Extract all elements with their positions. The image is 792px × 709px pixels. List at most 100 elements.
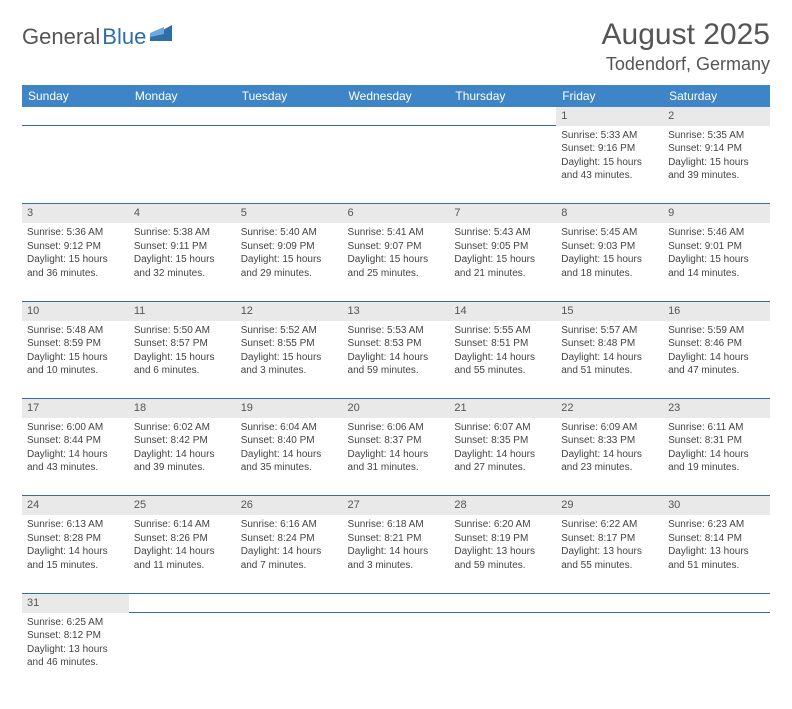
day-cell-line: and 23 minutes. <box>561 461 658 475</box>
day-cell-line: Sunset: 9:09 PM <box>241 240 338 254</box>
day-number-cell: 22 <box>556 399 663 418</box>
day-cell-line: Daylight: 14 hours <box>348 351 445 365</box>
day-cell-line: Sunrise: 6:07 AM <box>454 421 551 435</box>
day-cell-line: Sunrise: 5:33 AM <box>561 129 658 143</box>
day-cell-line: Daylight: 14 hours <box>561 448 658 462</box>
day-cell-line: and 21 minutes. <box>454 267 551 281</box>
day-cell-line: Daylight: 14 hours <box>241 448 338 462</box>
day-header: Sunday <box>22 85 129 107</box>
day-cell-line: Sunrise: 5:36 AM <box>27 226 124 240</box>
month-title: August 2025 <box>602 18 770 52</box>
day-number-cell: 6 <box>343 204 450 223</box>
day-cell-line: and 7 minutes. <box>241 559 338 573</box>
day-cell-line: Sunset: 8:57 PM <box>134 337 231 351</box>
day-cell-line: Daylight: 13 hours <box>668 545 765 559</box>
day-cell-line: Sunset: 9:14 PM <box>668 142 765 156</box>
day-cell-line: Daylight: 13 hours <box>27 643 124 657</box>
location-subtitle: Todendorf, Germany <box>602 54 770 75</box>
day-cell-line: and 32 minutes. <box>134 267 231 281</box>
day-cell: Sunrise: 6:18 AMSunset: 8:21 PMDaylight:… <box>343 515 450 593</box>
day-cell-line: Sunset: 8:42 PM <box>134 434 231 448</box>
day-cell-line: Sunset: 8:37 PM <box>348 434 445 448</box>
day-cell-line: Sunset: 8:12 PM <box>27 629 124 643</box>
day-number-cell: 23 <box>663 399 770 418</box>
day-number-cell: 16 <box>663 301 770 320</box>
day-cell-line: and 55 minutes. <box>561 559 658 573</box>
day-number-cell: 19 <box>236 399 343 418</box>
day-cell-line: Sunrise: 6:23 AM <box>668 518 765 532</box>
day-cell-line: Sunrise: 6:16 AM <box>241 518 338 532</box>
day-number-cell: 24 <box>22 496 129 515</box>
day-number-row: 17181920212223 <box>22 399 770 418</box>
day-cell-line: Sunset: 8:28 PM <box>27 532 124 546</box>
day-header: Tuesday <box>236 85 343 107</box>
day-content-row: Sunrise: 6:13 AMSunset: 8:28 PM Daylight:… <box>22 515 770 593</box>
day-cell-line: Sunset: 8:21 PM <box>348 532 445 546</box>
logo-text-blue: Blue <box>102 24 146 50</box>
day-cell-line: and 36 minutes. <box>27 267 124 281</box>
day-cell: Sunrise: 5:57 AMSunset: 8:48 PMDaylight:… <box>556 321 663 399</box>
day-cell-line: Daylight: 15 hours <box>134 351 231 365</box>
day-cell: Sunrise: 6:07 AMSunset: 8:35 PMDaylight:… <box>449 418 556 496</box>
day-number-cell: 27 <box>343 496 450 515</box>
day-cell-line: and 14 minutes. <box>668 267 765 281</box>
day-cell-line: Sunrise: 5:43 AM <box>454 226 551 240</box>
day-cell-line: Sunrise: 5:35 AM <box>668 129 765 143</box>
day-cell: Sunrise: 5:50 AMSunset: 8:57 PMDaylight:… <box>129 321 236 399</box>
day-number-cell: 14 <box>449 301 556 320</box>
day-number-cell: 7 <box>449 204 556 223</box>
day-cell-line: Daylight: 15 hours <box>348 253 445 267</box>
day-number-cell <box>22 107 129 126</box>
day-cell-line: Sunset: 9:12 PM <box>27 240 124 254</box>
day-number-cell: 12 <box>236 301 343 320</box>
day-cell: Sunrise: 6:02 AMSunset: 8:42 PMDaylight:… <box>129 418 236 496</box>
day-number-row: 3456789 <box>22 204 770 223</box>
day-number-cell: 18 <box>129 399 236 418</box>
day-cell-line: Daylight: 15 hours <box>668 156 765 170</box>
day-number-cell <box>449 593 556 612</box>
day-number-cell: 8 <box>556 204 663 223</box>
day-cell-line: Daylight: 14 hours <box>348 448 445 462</box>
day-number-cell: 2 <box>663 107 770 126</box>
day-cell-line: Sunset: 9:05 PM <box>454 240 551 254</box>
day-cell-line: Sunrise: 6:13 AM <box>27 518 124 532</box>
day-cell <box>236 613 343 691</box>
day-cell-line: Daylight: 14 hours <box>561 351 658 365</box>
day-cell-line: Sunrise: 5:41 AM <box>348 226 445 240</box>
day-cell-line: and 6 minutes. <box>134 364 231 378</box>
logo-flag-icon <box>150 25 172 46</box>
day-cell-line: and 15 minutes. <box>27 559 124 573</box>
day-number-row: 12 <box>22 107 770 126</box>
day-cell-line: and 43 minutes. <box>27 461 124 475</box>
day-cell: Sunrise: 5:48 AMSunset: 8:59 PMDaylight:… <box>22 321 129 399</box>
day-number-cell: 25 <box>129 496 236 515</box>
day-cell <box>449 126 556 204</box>
day-cell-line: Sunset: 8:53 PM <box>348 337 445 351</box>
day-cell: Sunrise: 5:40 AMSunset: 9:09 PMDaylight:… <box>236 223 343 301</box>
day-number-cell: 4 <box>129 204 236 223</box>
day-cell-line: and 43 minutes. <box>561 169 658 183</box>
day-cell-line: Sunset: 8:31 PM <box>668 434 765 448</box>
day-number-cell <box>663 593 770 612</box>
day-content-row: Sunrise: 5:36 AMSunset: 9:12 PM Daylight:… <box>22 223 770 301</box>
day-cell-line: and 59 minutes. <box>348 364 445 378</box>
day-cell-line: and 55 minutes. <box>454 364 551 378</box>
calendar-page: GeneralBlue August 2025 Todendorf, Germa… <box>0 0 792 709</box>
day-cell: Sunrise: 6:09 AMSunset: 8:33 PMDaylight:… <box>556 418 663 496</box>
day-cell-line: Daylight: 15 hours <box>134 253 231 267</box>
day-header: Saturday <box>663 85 770 107</box>
day-cell-line: Daylight: 15 hours <box>241 253 338 267</box>
day-cell <box>663 613 770 691</box>
day-number-row: 10111213141516 <box>22 301 770 320</box>
day-cell: Sunrise: 5:53 AMSunset: 8:53 PMDaylight:… <box>343 321 450 399</box>
day-cell-line: Daylight: 14 hours <box>454 448 551 462</box>
day-cell-line: Daylight: 15 hours <box>454 253 551 267</box>
day-cell-line: Daylight: 13 hours <box>454 545 551 559</box>
day-cell-line: Daylight: 15 hours <box>561 253 658 267</box>
day-cell-line: Daylight: 14 hours <box>668 448 765 462</box>
day-header: Monday <box>129 85 236 107</box>
day-cell <box>449 613 556 691</box>
day-cell-line: and 11 minutes. <box>134 559 231 573</box>
day-content-row: Sunrise: 5:48 AMSunset: 8:59 PMDaylight:… <box>22 321 770 399</box>
day-cell-line: and 59 minutes. <box>454 559 551 573</box>
